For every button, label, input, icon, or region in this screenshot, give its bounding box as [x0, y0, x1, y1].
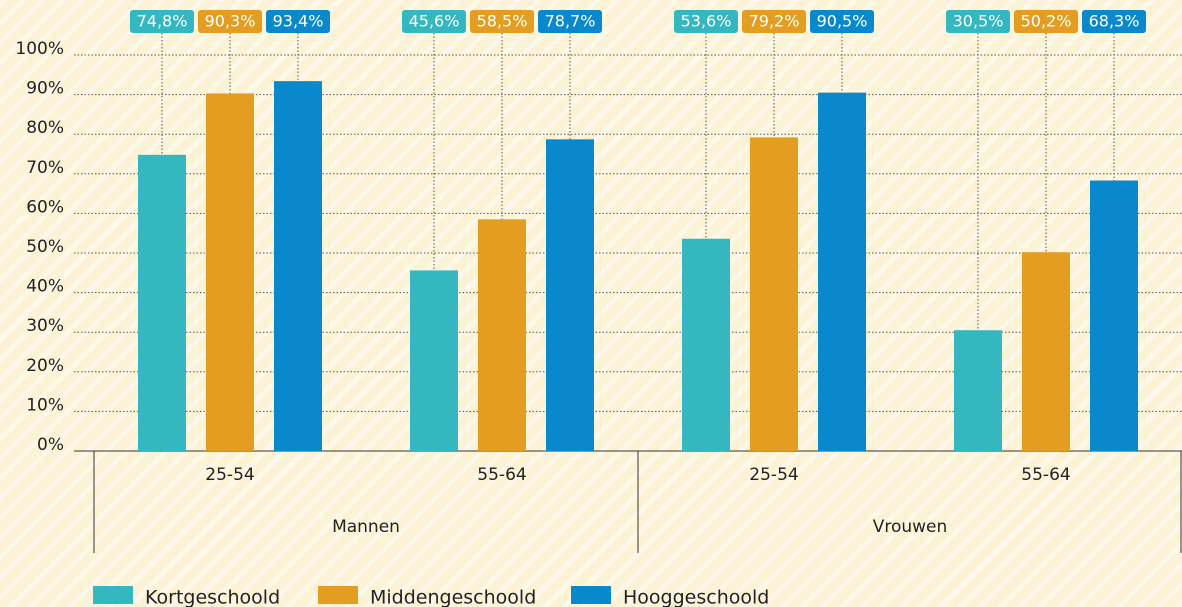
value-label-box	[402, 10, 466, 33]
y-tick-label: 0%	[37, 435, 64, 455]
bar	[1090, 180, 1138, 452]
legend-swatch	[93, 586, 133, 604]
group-label: Vrouwen	[873, 517, 948, 537]
value-label: 58,5%	[477, 12, 528, 31]
value-label-box	[266, 10, 330, 33]
bar	[750, 137, 798, 452]
value-label: 74,8%	[137, 12, 188, 31]
value-label-box	[1014, 10, 1078, 33]
value-label-box	[198, 10, 262, 33]
value-label: 53,6%	[681, 12, 732, 31]
legend-label: Middengeschoold	[370, 587, 536, 607]
y-tick-label: 20%	[26, 356, 64, 376]
legend-label: Kortgeschoold	[145, 587, 280, 607]
bar	[546, 139, 594, 451]
bar	[410, 270, 458, 451]
value-label-box	[470, 10, 534, 33]
legend-label: Hooggeschoold	[623, 587, 769, 607]
value-label-box	[130, 10, 194, 33]
x-tick-label: 25-54	[749, 465, 798, 485]
bar	[818, 92, 866, 452]
bar	[274, 81, 322, 452]
value-label-box	[1082, 10, 1146, 33]
y-tick-label: 30%	[26, 316, 64, 336]
value-label: 68,3%	[1089, 12, 1140, 31]
value-label-box	[742, 10, 806, 33]
y-tick-label: 40%	[26, 277, 64, 297]
x-tick-label: 25-54	[205, 465, 254, 485]
value-label: 93,4%	[273, 12, 324, 31]
value-label: 78,7%	[545, 12, 596, 31]
value-label: 90,3%	[205, 12, 256, 31]
y-tick-label: 100%	[15, 39, 64, 59]
x-tick-label: 55-64	[1021, 465, 1070, 485]
value-label-box	[810, 10, 874, 33]
bar	[478, 219, 526, 451]
y-tick-label: 70%	[26, 158, 64, 178]
legend-swatch	[571, 586, 611, 604]
y-tick-label: 50%	[26, 237, 64, 257]
y-tick-label: 90%	[26, 79, 64, 99]
x-tick-label: 55-64	[477, 465, 526, 485]
group-label: Mannen	[332, 517, 400, 537]
value-label: 79,2%	[749, 12, 800, 31]
bar	[682, 238, 730, 451]
value-label: 45,6%	[409, 12, 460, 31]
value-label: 30,5%	[953, 12, 1004, 31]
value-label-box	[946, 10, 1010, 33]
value-label: 50,2%	[1021, 12, 1072, 31]
y-tick-label: 10%	[26, 395, 64, 415]
bar	[138, 154, 186, 452]
legend-swatch	[318, 586, 358, 604]
bar	[1022, 252, 1070, 451]
value-label-box	[674, 10, 738, 33]
value-label: 90,5%	[817, 12, 868, 31]
y-tick-label: 80%	[26, 118, 64, 138]
bar	[954, 330, 1002, 451]
y-tick-label: 60%	[26, 197, 64, 217]
bar	[206, 93, 254, 452]
value-label-box	[538, 10, 602, 33]
